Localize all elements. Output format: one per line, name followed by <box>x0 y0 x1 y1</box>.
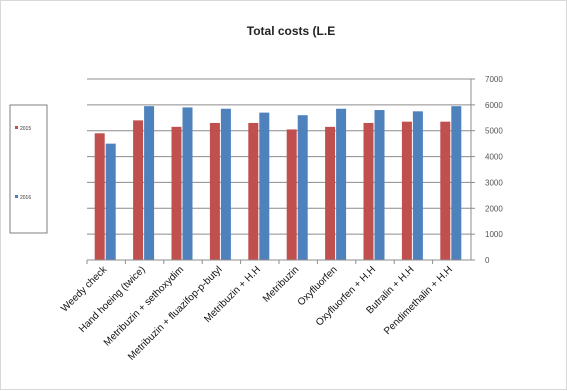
bar-series-1 <box>133 120 144 260</box>
bar-series-2 <box>105 143 116 260</box>
x-category-label: Metribuzin <box>261 264 301 304</box>
bar-series-1 <box>94 133 105 260</box>
bar-series-1 <box>286 129 297 260</box>
bar-series-1 <box>209 122 220 260</box>
y-tick-label: 5000 <box>485 127 503 136</box>
bar-series-2 <box>220 108 231 260</box>
bar-group <box>94 106 462 261</box>
y-tick-label: 1000 <box>485 230 503 239</box>
y-tick-label: 7000 <box>485 75 503 84</box>
chart-title: Total costs (L.E <box>247 24 335 38</box>
legend: 2015 2016 <box>9 104 48 234</box>
y-tick-label: 2000 <box>485 204 503 213</box>
legend-label: 2016 <box>20 195 31 201</box>
bar-series-2 <box>412 111 423 260</box>
bar-series-1 <box>440 121 451 261</box>
bar-series-2 <box>297 115 308 260</box>
bar-series-1 <box>171 126 182 260</box>
axes <box>86 78 475 264</box>
x-category-label: Hand hoeing (twice) <box>77 264 148 335</box>
bar-series-1 <box>363 122 374 260</box>
bar-series-2 <box>182 107 193 260</box>
legend-box <box>9 104 48 234</box>
bar-series-1 <box>325 126 336 260</box>
y-tick-label: 0 <box>485 256 490 265</box>
bar-series-2 <box>336 108 347 260</box>
y-tick-label: 6000 <box>485 101 503 110</box>
bar-series-2 <box>259 112 270 260</box>
bar-series-1 <box>248 122 259 260</box>
y-tick-label: 3000 <box>485 178 503 187</box>
legend-label: 2015 <box>20 126 31 132</box>
y-tick-labels: 0 1000 2000 3000 4000 5000 6000 7000 <box>485 75 503 265</box>
y-tick-label: 4000 <box>485 153 503 162</box>
legend-swatch <box>15 126 18 129</box>
x-category-label: Pendimethalin + H.H <box>382 264 455 337</box>
bar-series-1 <box>401 121 412 261</box>
bar-series-2 <box>144 106 155 261</box>
legend-swatch <box>15 195 18 198</box>
bar-series-2 <box>451 106 462 261</box>
bar-series-2 <box>374 110 385 261</box>
